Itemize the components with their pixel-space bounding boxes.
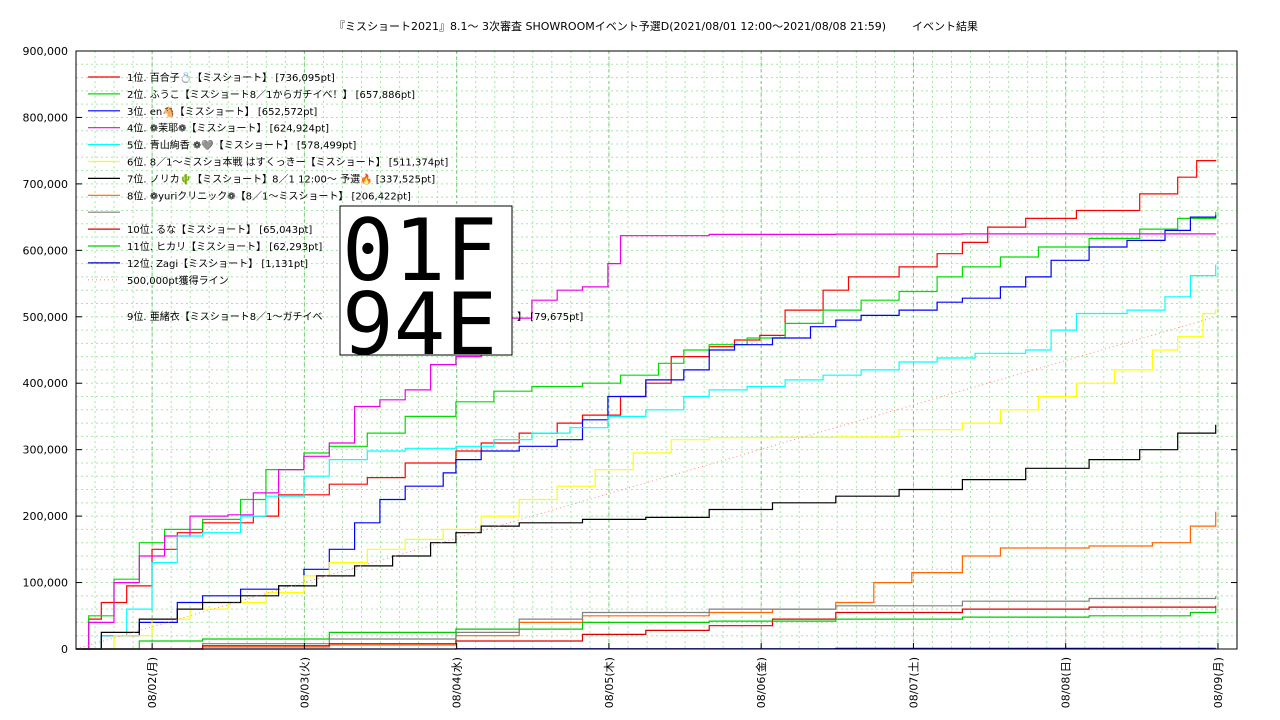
x-tick-label: 08/09(月) xyxy=(1212,657,1225,708)
x-axis: 08/02(月) 08/03(火) 08/04(水) 08/05(木) 08/06(金)… xyxy=(146,643,1225,708)
legend-label: 500,000pt獲得ライン xyxy=(127,274,229,287)
legend-label: 6位. 8／1〜ミスショ本戦 はすくっきー【ミスショート】 [511,374pt… xyxy=(127,156,448,169)
y-tick-label: 300,000 xyxy=(23,444,69,457)
y-tick-label: 400,000 xyxy=(23,377,69,390)
legend: 1位. 百合子💍【ミスショート】 [736,095pt] 2位. ふうこ【ミスショ… xyxy=(88,71,448,287)
series-line-11 xyxy=(76,607,1217,650)
legend-label: 1位. 百合子💍【ミスショート】 [736,095pt] xyxy=(127,71,335,84)
y-tick-label: 900,000 xyxy=(23,45,69,58)
chart-subtitle: イベント結果 xyxy=(912,19,978,33)
x-tick-label: 08/07(土) xyxy=(907,657,920,708)
y-tick-label: 0 xyxy=(61,643,68,656)
plot-frame xyxy=(75,50,1238,650)
x-tick-label: 08/06(金) xyxy=(754,657,768,708)
legend-label: 11位. ヒカリ【ミスショート】 [62,293pt] xyxy=(127,240,322,253)
legend-entry-9-right: 】 [79,675pt] xyxy=(517,311,583,323)
y-tick-label: 100,000 xyxy=(23,577,69,590)
chart-title: 『ミスショート2021』8.1〜 3次審査 SHOWROOMイベント予選D(20… xyxy=(334,19,886,33)
x-tick-label: 08/03(火) xyxy=(298,657,311,708)
series-line-2 xyxy=(76,211,1217,650)
legend-entry-9-left: 9位. 亜緒衣【ミスショート8／1〜ガチイベ xyxy=(127,310,322,323)
y-tick-label: 500,000 xyxy=(23,311,69,324)
overlay-box: 01F 94E xyxy=(339,201,513,375)
legend-label: 4位. ❁茉耶❁【ミスショート】 [624,924pt] xyxy=(127,122,329,135)
series-line-5 xyxy=(76,264,1217,650)
y-tick-label: 700,000 xyxy=(23,178,69,191)
series-line-7 xyxy=(76,424,1217,650)
x-tick-label: 08/05(木) xyxy=(603,657,616,708)
overlay-line-2: 94E xyxy=(342,275,497,375)
legend-label: 12位. Zagi【ミスショート】 [1,131pt] xyxy=(127,257,308,270)
y-tick-label: 600,000 xyxy=(23,244,69,257)
legend-label: 8位. ❁yuriクリニック❁【8／1〜ミスショート】 [206,422pt] xyxy=(127,189,411,202)
series-line-10 xyxy=(76,605,1217,650)
y-axis: 0 100,000 200,000 300,000 400,000 500,000 600,… xyxy=(23,45,1237,656)
legend-label: 5位. 青山絢香 ❁🩶【ミスショート】 [578,499pt] xyxy=(127,139,356,152)
x-tick-label: 08/02(月) xyxy=(146,657,159,708)
legend-label: 7位. ノリカ🌵【ミスショート】8／1 12:00〜 予選🔥 [337,525p… xyxy=(127,172,435,185)
series-line-9 xyxy=(76,596,1217,650)
x-tick-label: 08/04(水) xyxy=(451,657,464,708)
legend-label: 10位. るな【ミスショート】 [65,043pt] xyxy=(127,223,312,236)
series-line-6 xyxy=(76,309,1217,650)
y-tick-label: 800,000 xyxy=(23,111,69,124)
grid xyxy=(75,51,1238,649)
y-tick-label: 200,000 xyxy=(23,510,69,523)
legend-label: 3位. en🐴【ミスショート】 [652,572pt] xyxy=(127,105,317,118)
legend-label: 2位. ふうこ【ミスショート8／1からガチイベ！】 [657,886pt] xyxy=(127,88,415,101)
overlay-line-1: 01F xyxy=(342,201,497,301)
x-tick-label: 08/08(日) xyxy=(1060,657,1073,708)
